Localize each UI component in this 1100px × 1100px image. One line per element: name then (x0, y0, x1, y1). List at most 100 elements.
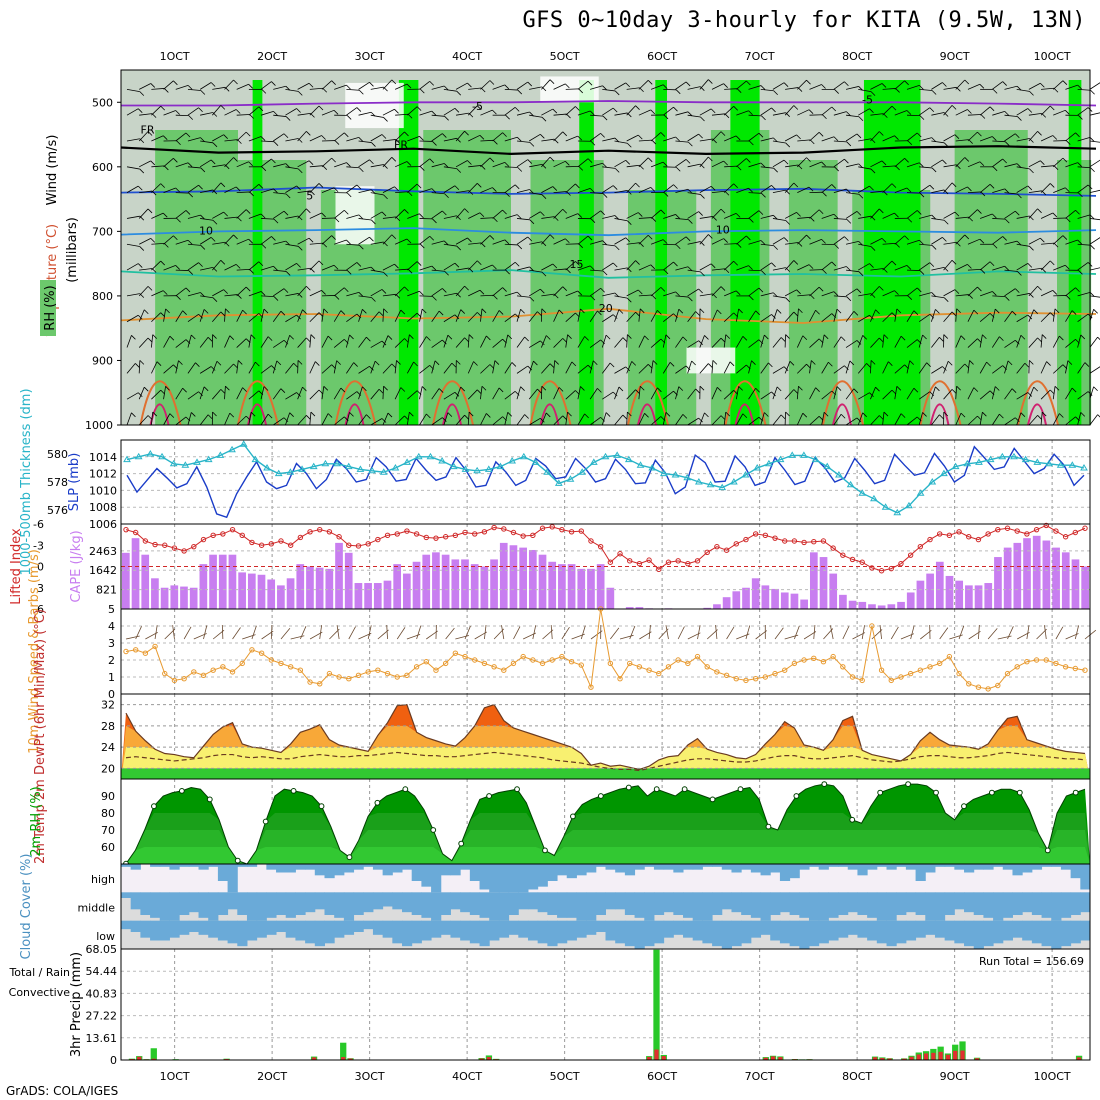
wind-barb-flag (511, 362, 517, 367)
wind-barb (882, 334, 885, 348)
thickness-marker (963, 459, 972, 467)
wind-barb (504, 136, 518, 142)
cloud-cell-high (741, 864, 752, 870)
wind-barb (151, 260, 162, 271)
li-marker (617, 551, 623, 557)
wind-barb (858, 215, 872, 219)
precip-total-bar (340, 1042, 347, 1060)
wind-barb (687, 388, 696, 400)
wind-barb-flag (229, 335, 235, 340)
wind-barb-flag (444, 116, 449, 121)
wind-barb (285, 263, 297, 271)
precip-conv-bar (945, 1054, 951, 1060)
li-marker (1043, 522, 1049, 529)
wind-barb (455, 190, 469, 194)
cloud-cell-low (566, 920, 577, 941)
cloud-cell-middle (217, 892, 229, 915)
wind-barb (151, 165, 165, 168)
cloud-cell-low (605, 920, 616, 941)
wind-barb-flag (296, 185, 301, 191)
chart-title: GFS 0~10day 3-hourly for KITA (9.5W, 13N… (522, 8, 1086, 33)
wind-barb-flag (758, 287, 764, 293)
wind-barb-flag (567, 334, 572, 339)
wind-barb-flag (369, 159, 374, 165)
precip-total-bar (150, 1048, 157, 1060)
wind-barb-flag (647, 157, 653, 163)
wind-barb (468, 289, 481, 297)
wind-barb-flag (258, 261, 264, 267)
wind-barb-flag (994, 308, 1000, 314)
cloud-cell-middle (276, 892, 287, 915)
wind-barb (602, 314, 614, 323)
wind-barb-flag (960, 335, 966, 340)
wind-barb-flag (688, 296, 693, 302)
wind-barb-flag (160, 105, 166, 111)
wind-barb (906, 310, 915, 322)
wind-barb-flag (1016, 240, 1022, 246)
wind-barb (528, 211, 541, 219)
wind-barb (163, 265, 176, 271)
wind-barb-flag (856, 417, 862, 423)
wind-barb-flag (652, 360, 658, 365)
cape-bar (344, 552, 353, 609)
cloud-cell-low (818, 920, 829, 944)
wind-barb-flag (207, 337, 213, 342)
wind-barb (151, 242, 165, 245)
wind-barb-flag (322, 87, 328, 93)
wind-barb (760, 137, 774, 142)
wind-barb (906, 339, 918, 348)
wind-barb (784, 211, 797, 219)
wind-barb-flag (346, 192, 352, 198)
wind-speed-marker (995, 682, 1001, 689)
cloud-cell-low (731, 920, 742, 947)
cloud-cell-high (411, 864, 422, 881)
wind-barb-flag (836, 386, 842, 391)
wind-barb (626, 134, 639, 142)
cloud-cell-high (973, 864, 984, 870)
wind-barb-flag (989, 106, 995, 112)
wind-barb-flag (1077, 239, 1083, 245)
wind-barb-flag (378, 311, 384, 317)
wind-barb (991, 336, 1000, 348)
wind-barb-flag (943, 219, 949, 225)
wind-barb (833, 295, 847, 298)
wind-speed-marker (1053, 660, 1059, 667)
wind-barb-flag (571, 361, 577, 367)
dewpoint-line (125, 751, 1086, 772)
wind-barb-flag (1004, 266, 1010, 271)
wind-barb-flag (578, 243, 584, 249)
wind-barb (918, 334, 923, 348)
cape-axis-label: CAPE (J/kg) (69, 530, 84, 602)
wind-barb-flag (371, 297, 376, 302)
y-tick-label: 900 (92, 354, 113, 367)
wind-barb (187, 214, 201, 219)
wind-barb (797, 139, 811, 142)
wind-barb (480, 187, 493, 194)
wind-barb (1004, 163, 1018, 168)
wind-barb-flag (233, 234, 238, 240)
wind-barb-flag (165, 386, 170, 391)
wind-barb (541, 293, 555, 297)
cape-bar (974, 585, 983, 609)
wind-barb (833, 266, 847, 271)
wind-barb (614, 309, 620, 322)
li-marker (859, 559, 865, 565)
x-tick-label-bottom: 4OCT (452, 1070, 482, 1083)
wind-barb-flag (362, 309, 367, 314)
wind-barb (784, 134, 797, 142)
wind-barb-flag (267, 336, 273, 341)
wind-barb (346, 362, 354, 374)
wind-barb (845, 240, 859, 245)
wind-barb-flag (1052, 290, 1058, 295)
wind-barb-flag (939, 414, 944, 420)
panel-bg-wind (121, 609, 1090, 694)
wind-barb-flag (420, 88, 425, 94)
wind-barb (626, 411, 628, 426)
wind-barb (394, 360, 397, 374)
cape-bar (131, 538, 140, 609)
wind-barb-flag (840, 413, 846, 419)
wind-barb-flag (907, 295, 913, 300)
cloud-cell-high (838, 864, 849, 867)
wind-barb (151, 212, 164, 219)
y-axis-label: (millibars) (65, 217, 80, 283)
